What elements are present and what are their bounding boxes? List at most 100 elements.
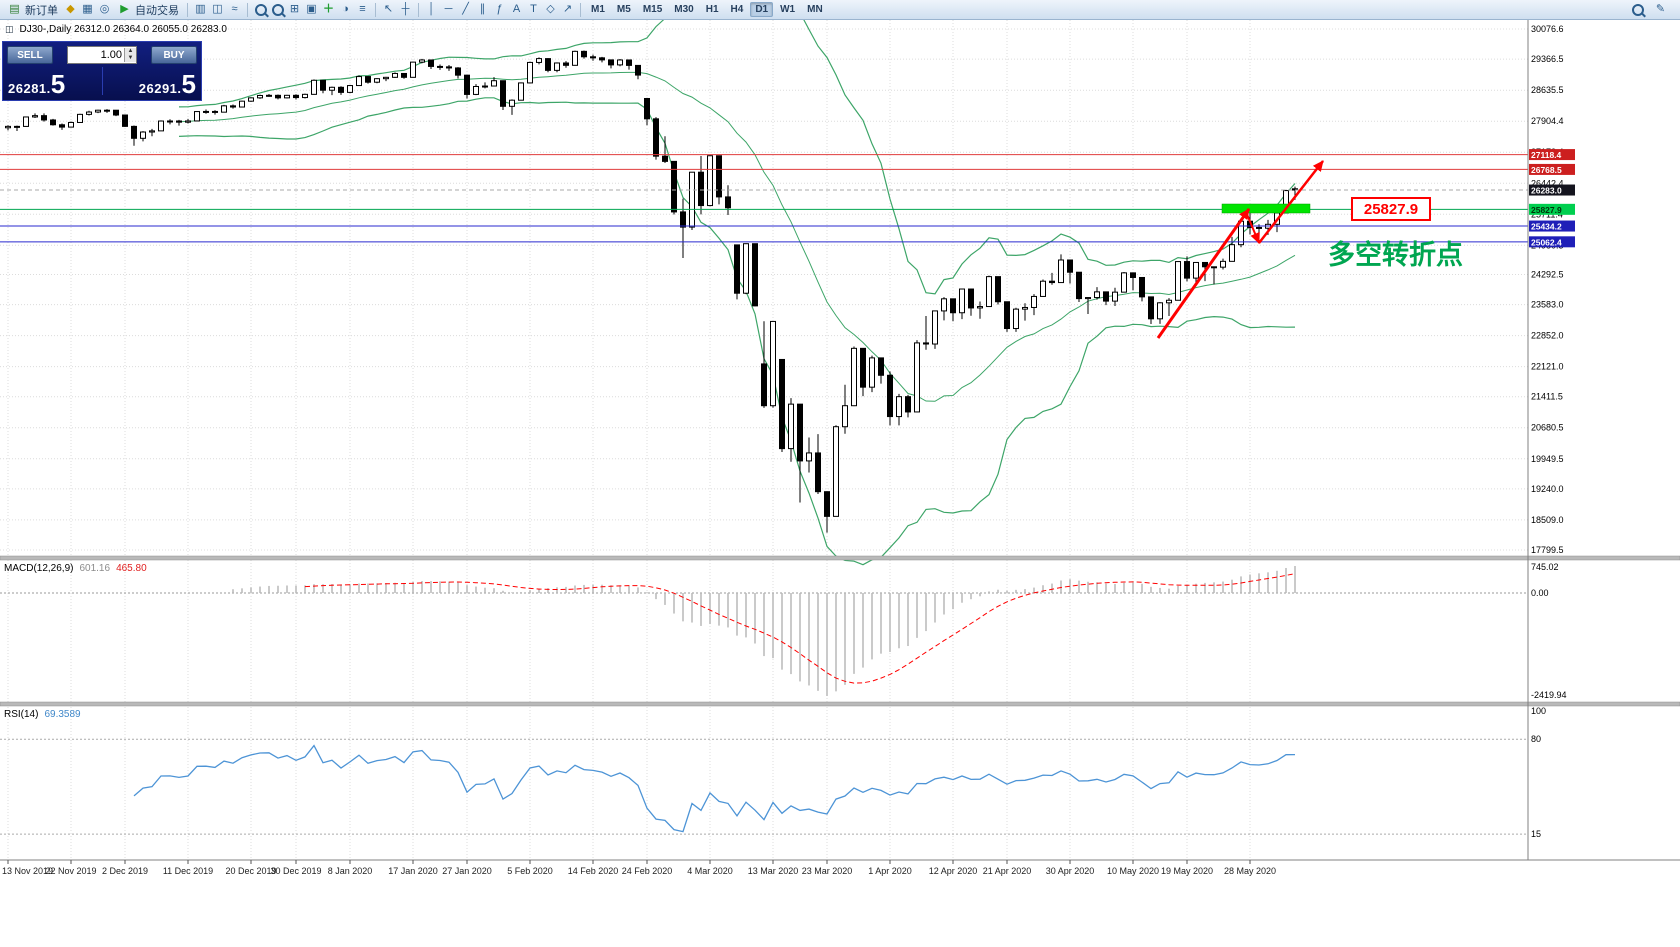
toolbar-right-group: ✎ xyxy=(1630,2,1676,17)
svg-text:80: 80 xyxy=(1531,734,1541,744)
new-order-button[interactable]: ▤ 新订单 xyxy=(4,1,61,19)
channel-icon[interactable]: ∥ xyxy=(479,3,486,15)
sell-button[interactable]: SELL xyxy=(7,46,53,64)
zoom-out-icon[interactable] xyxy=(270,2,285,17)
volume-spinner[interactable]: ▲ ▼ xyxy=(124,48,136,62)
svg-text:17 Jan 2020: 17 Jan 2020 xyxy=(388,866,438,876)
svg-text:30 Apr 2020: 30 Apr 2020 xyxy=(1046,866,1095,876)
svg-text:19 May 2020: 19 May 2020 xyxy=(1161,866,1213,876)
svg-text:26283.0: 26283.0 xyxy=(1531,186,1562,196)
line-chart-icon[interactable]: ≈ xyxy=(231,3,238,15)
quick-message-icon[interactable]: ✎ xyxy=(1655,3,1666,15)
fibonacci-icon[interactable]: ƒ xyxy=(496,3,503,15)
new-chart-icon[interactable]: ＋ xyxy=(323,3,334,15)
tf-button-d1[interactable]: D1 xyxy=(750,2,774,17)
price-tag xyxy=(1529,236,1575,248)
trendline-icon[interactable]: ╱ xyxy=(462,3,469,15)
svg-text:2 Dec 2019: 2 Dec 2019 xyxy=(102,866,148,876)
new-order-label: 新订单 xyxy=(25,4,58,17)
svg-text:24 Feb 2020: 24 Feb 2020 xyxy=(622,866,673,876)
trend-arrow xyxy=(1156,208,1251,339)
toolbar-separator xyxy=(418,2,419,17)
macd-name: MACD(12,26,9) xyxy=(4,563,74,574)
cursor-icon[interactable]: ↖ xyxy=(383,3,394,15)
indicators-icon[interactable]: ≡ xyxy=(359,3,366,15)
candlestick-chart-icon[interactable]: ◫ xyxy=(212,3,223,15)
bar-chart-icon[interactable]: ▥ xyxy=(195,3,206,15)
sell-price: 26281. 5 xyxy=(8,69,66,99)
auto-arrange-icon[interactable]: ▣ xyxy=(306,3,317,15)
autotrading-play-icon: ▶ xyxy=(120,3,129,15)
data-window-icon[interactable]: ▦ xyxy=(82,3,93,15)
volume-down-icon[interactable]: ▼ xyxy=(125,55,136,62)
tf-button-h4[interactable]: H4 xyxy=(730,4,744,15)
svg-text:25062.4: 25062.4 xyxy=(1531,237,1562,247)
tf-button-h1[interactable]: H1 xyxy=(705,4,719,15)
shapes-tool-icon[interactable]: ◇ xyxy=(546,3,555,15)
svg-text:10 May 2020: 10 May 2020 xyxy=(1107,866,1159,876)
svg-text:30076.6: 30076.6 xyxy=(1531,24,1564,34)
one-click-trading-panel: SELL ▲▼ BUY 26281.5 26291.5 xyxy=(2,41,202,101)
quote-row: 26281. 5 26291. 5 xyxy=(7,65,197,97)
price-tag xyxy=(1529,163,1575,175)
search-icon[interactable] xyxy=(1630,2,1645,17)
svg-text:23 Mar 2020: 23 Mar 2020 xyxy=(802,866,853,876)
svg-text:21 Apr 2020: 21 Apr 2020 xyxy=(983,866,1032,876)
bollinger-upper xyxy=(178,0,1296,295)
buy-price-main: 26291. xyxy=(138,81,182,96)
horizontal-line-icon[interactable]: ─ xyxy=(444,3,453,15)
bollinger-middle xyxy=(178,71,1296,402)
profiles-icon[interactable]: ◑ xyxy=(342,3,349,15)
crosshair-icon[interactable]: ┼ xyxy=(401,3,410,15)
svg-text:28635.5: 28635.5 xyxy=(1531,85,1564,95)
market-watch-icon[interactable]: ◆ xyxy=(66,3,75,15)
volume-up-icon[interactable]: ▲ xyxy=(125,48,136,55)
text-tool-icon[interactable]: A xyxy=(512,3,521,15)
svg-text:11 Dec 2019: 11 Dec 2019 xyxy=(163,866,213,876)
svg-text:17799.5: 17799.5 xyxy=(1531,545,1564,555)
toolbar-separator xyxy=(580,2,581,17)
tf-button-m5[interactable]: M5 xyxy=(616,4,631,15)
svg-text:25827.9: 25827.9 xyxy=(1531,205,1562,215)
tf-button-m15[interactable]: M15 xyxy=(642,4,663,15)
buy-price: 26291. 5 xyxy=(138,69,196,99)
svg-text:1 Apr 2020: 1 Apr 2020 xyxy=(868,866,912,876)
volume-input[interactable] xyxy=(68,48,124,62)
autotrading-button[interactable]: ▶ 自动交易 xyxy=(114,1,182,19)
tf-button-m30[interactable]: M30 xyxy=(674,4,694,15)
svg-text:20680.5: 20680.5 xyxy=(1531,423,1564,433)
vertical-line-icon[interactable]: │ xyxy=(428,3,435,15)
svg-text:29366.5: 29366.5 xyxy=(1531,54,1564,64)
buy-button[interactable]: BUY xyxy=(151,46,197,64)
tile-windows-icon[interactable]: ⊞ xyxy=(289,3,300,15)
tf-button-w1[interactable]: W1 xyxy=(780,4,796,15)
svg-text:19240.0: 19240.0 xyxy=(1531,484,1564,494)
separator-main-macd xyxy=(0,555,1680,561)
annotations[interactable]: 25827.9 多空转折点 xyxy=(1156,160,1463,339)
svg-text:8 Jan 2020: 8 Jan 2020 xyxy=(328,866,373,876)
svg-text:21411.5: 21411.5 xyxy=(1531,392,1563,402)
price-axis[interactable]: 30076.629366.528635.527904.427173.426442… xyxy=(0,20,1680,861)
svg-text:23583.0: 23583.0 xyxy=(1531,300,1564,310)
label-tool-icon[interactable]: T xyxy=(530,3,537,15)
buy-price-pips: 5 xyxy=(181,69,196,99)
panel-separators[interactable] xyxy=(0,555,1680,707)
autotrading-label: 自动交易 xyxy=(135,4,179,17)
svg-text:4 Mar 2020: 4 Mar 2020 xyxy=(687,866,733,876)
price-levels[interactable] xyxy=(0,154,1528,243)
refresh-icon[interactable]: ◎ xyxy=(99,3,110,15)
toolbar-separator xyxy=(247,2,248,17)
arrow-tool-icon[interactable]: ↗ xyxy=(562,3,573,15)
tf-button-m1[interactable]: M1 xyxy=(591,4,605,15)
separator-macd-rsi xyxy=(0,701,1680,707)
chart-title: ◫ DJ30-,Daily 26312.0 26364.0 26055.0 26… xyxy=(5,24,227,35)
svg-text:745.02: 745.02 xyxy=(1531,562,1559,572)
svg-text:27904.4: 27904.4 xyxy=(1531,116,1564,126)
toolbar-separator xyxy=(375,2,376,17)
rsi-line xyxy=(133,744,1296,833)
tf-button-mn[interactable]: MN xyxy=(807,4,823,15)
sell-price-pips: 5 xyxy=(50,69,66,99)
zoom-in-icon[interactable] xyxy=(253,2,268,17)
